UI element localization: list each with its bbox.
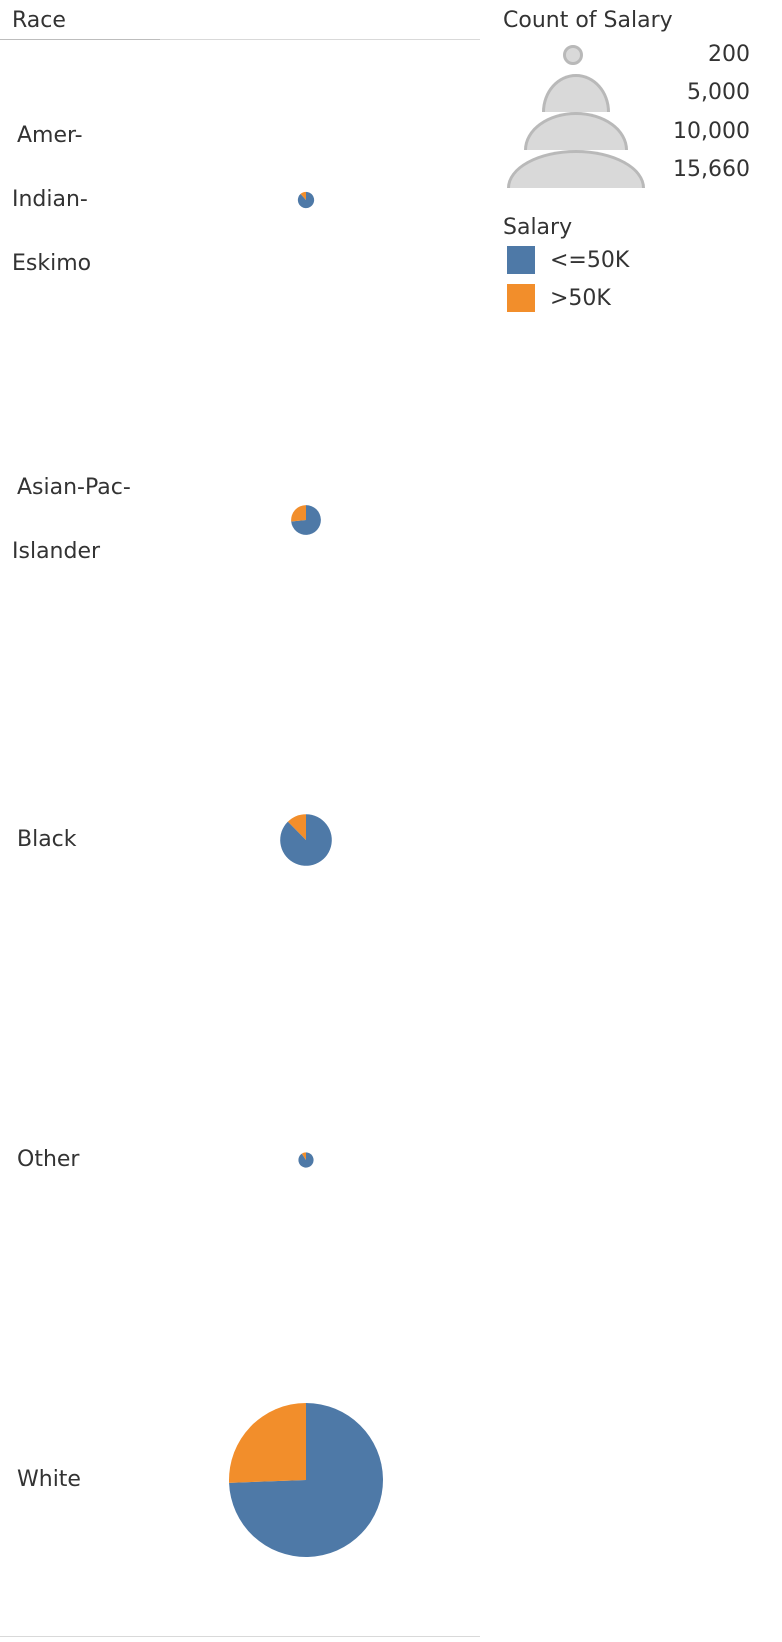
legend-label-le50k: <=50K bbox=[550, 247, 630, 273]
legend-item-gt50k[interactable]: >50K bbox=[507, 284, 611, 312]
header-divider-accent bbox=[0, 39, 160, 40]
pie-slice-black-le50k[interactable] bbox=[280, 814, 332, 866]
size-legend-mark-10000 bbox=[524, 112, 628, 150]
pie-slice-other-le50k[interactable] bbox=[298, 1152, 314, 1168]
row-amer-indian-eskimo: Amer- Indian- Eskimo bbox=[0, 40, 480, 360]
legend-panel: Count of Salary 200 5,000 10,000 15,660 … bbox=[490, 0, 782, 340]
row-white: White bbox=[0, 1320, 480, 1640]
size-legend-label: 15,660 bbox=[673, 157, 750, 182]
size-legend-label: 200 bbox=[708, 42, 750, 67]
legend-swatch-le50k bbox=[507, 246, 535, 274]
header-divider bbox=[0, 39, 480, 40]
bottom-divider bbox=[0, 1636, 480, 1637]
row-label-line: Indian- bbox=[12, 187, 88, 212]
color-legend-title[interactable]: Salary bbox=[503, 215, 573, 240]
row-label-line: Eskimo bbox=[12, 251, 92, 276]
row-label-line: Black bbox=[17, 827, 77, 852]
legend-item-le50k[interactable]: <=50K bbox=[507, 246, 629, 274]
row-label-line: Asian-Pac- bbox=[17, 475, 131, 500]
pie-slice-asian-pac-islander-le50k[interactable] bbox=[291, 505, 321, 535]
pie-slice-white-gt50k[interactable] bbox=[229, 1403, 306, 1483]
size-legend-mark-5000 bbox=[542, 74, 610, 112]
size-legend-title[interactable]: Count of Salary bbox=[503, 8, 673, 33]
row-label-black[interactable]: Black bbox=[12, 680, 162, 1000]
pie-slice-white-le50k[interactable] bbox=[229, 1403, 383, 1558]
pie-slice-other-gt50k[interactable] bbox=[301, 1152, 306, 1160]
row-label-white[interactable]: White bbox=[12, 1320, 162, 1640]
row-label-line: Islander bbox=[12, 539, 101, 564]
size-legend-mark-15660 bbox=[507, 150, 645, 188]
legend-label-gt50k: >50K bbox=[550, 285, 611, 311]
pie-slice-asian-pac-islander-gt50k[interactable] bbox=[291, 505, 306, 522]
size-legend-label: 5,000 bbox=[687, 80, 750, 105]
row-label-line: Amer- bbox=[17, 123, 83, 148]
size-legend-label: 10,000 bbox=[673, 119, 750, 144]
size-legend-mark-200 bbox=[563, 45, 583, 65]
pie-plot-area bbox=[229, 191, 383, 1558]
row-label-line: Other bbox=[17, 1147, 80, 1172]
row-other: Other bbox=[0, 1000, 480, 1320]
row-black: Black bbox=[0, 680, 480, 1000]
row-asian-pac-islander: Asian-Pac- Islander bbox=[0, 360, 480, 680]
row-label-other[interactable]: Other bbox=[12, 1000, 162, 1320]
row-label-line: White bbox=[17, 1467, 81, 1492]
pie-slice-amer-indian-eskimo-gt50k[interactable] bbox=[300, 191, 306, 200]
row-label-amer-indian-eskimo[interactable]: Amer- Indian- Eskimo bbox=[12, 40, 162, 360]
legend-swatch-gt50k bbox=[507, 284, 535, 312]
pie-slice-black-gt50k[interactable] bbox=[287, 814, 306, 840]
race-column-header[interactable]: Race bbox=[12, 8, 66, 33]
chart-pane: Race Amer- Indian- Eskimo Asian-Pac- Isl… bbox=[0, 8, 480, 1640]
row-label-asian-pac-islander[interactable]: Asian-Pac- Islander bbox=[12, 360, 162, 680]
